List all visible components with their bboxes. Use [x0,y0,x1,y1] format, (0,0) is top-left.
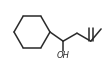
Text: OH: OH [57,51,70,60]
